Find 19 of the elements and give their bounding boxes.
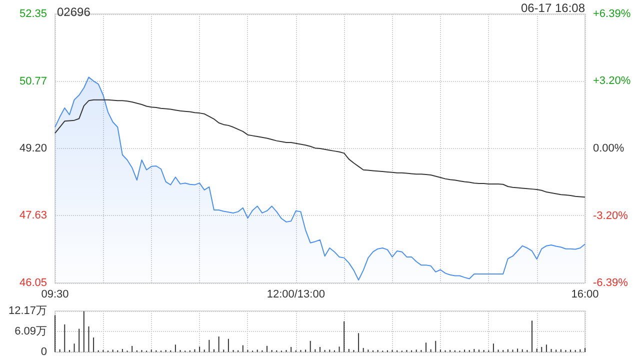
x-tick-label: 16:00 (571, 288, 599, 300)
y2-tick-label: 0.00% (593, 142, 624, 154)
y2-tick-label: -6.39% (593, 277, 628, 289)
y2-tick-label: +6.39% (593, 8, 631, 20)
y-tick-label: 12.17万 (8, 305, 47, 317)
y2-tick-label: +3.20% (593, 75, 631, 88)
y-tick-label: 0 (40, 346, 47, 358)
y-tick-label: 52.35 (19, 8, 47, 20)
annotation: 06-17 16:08 (520, 1, 586, 15)
y-tick-label: 50.77 (19, 75, 47, 88)
chart-title: 02696 (57, 5, 91, 19)
y-tick-label: 47.63 (19, 210, 47, 222)
x-tick-label: 09:30 (41, 288, 69, 300)
y-tick-label: 6.09万 (14, 325, 47, 338)
y-tick-label: 46.05 (19, 277, 47, 289)
y-tick-label: 49.20 (19, 142, 47, 154)
line-series (54, 99, 586, 198)
y2-tick-label: -3.20% (593, 210, 628, 222)
x-tick-label: 12:00/13:00 (266, 288, 325, 300)
